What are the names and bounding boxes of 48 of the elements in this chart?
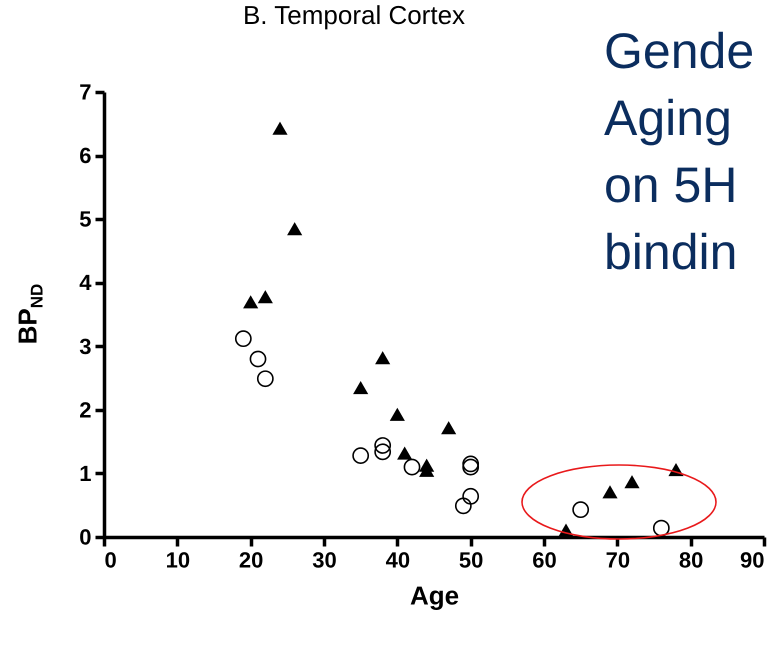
point bbox=[441, 421, 456, 434]
y-tick-label: 4 bbox=[79, 270, 92, 296]
y-tick-label: 1 bbox=[79, 460, 92, 486]
text: Gende bbox=[604, 22, 754, 81]
annotation: bindin bbox=[604, 223, 738, 282]
annotation: Aging bbox=[604, 89, 733, 148]
annotation: on 5H bbox=[604, 156, 738, 215]
x-axis-title: Age bbox=[410, 580, 460, 610]
x-tick-label: 20 bbox=[238, 548, 264, 572]
point bbox=[397, 446, 412, 460]
point bbox=[454, 497, 472, 514]
point bbox=[462, 456, 480, 472]
point bbox=[652, 520, 670, 536]
x-tick-label: 0 bbox=[104, 548, 117, 572]
point bbox=[390, 408, 405, 421]
y-tick-label: 7 bbox=[79, 80, 92, 104]
point bbox=[234, 330, 252, 348]
chart-title: B. Temporal Cortex bbox=[242, 0, 466, 30]
point bbox=[250, 350, 266, 368]
point bbox=[272, 122, 288, 135]
point bbox=[243, 295, 258, 308]
point bbox=[462, 458, 480, 476]
y-tick-label: 2 bbox=[79, 397, 92, 422]
point bbox=[352, 447, 370, 464]
x-tick-label: 60 bbox=[532, 548, 557, 572]
y-tick-label: 3 bbox=[79, 334, 92, 359]
point bbox=[256, 370, 274, 388]
x-tick-label: 10 bbox=[166, 548, 190, 572]
point bbox=[572, 501, 590, 518]
point bbox=[602, 485, 618, 498]
x-tick-label: 50 bbox=[458, 548, 484, 572]
x-tick-label: 40 bbox=[386, 548, 410, 572]
point bbox=[404, 458, 420, 476]
x-tick-label: 70 bbox=[606, 548, 630, 572]
point bbox=[624, 475, 640, 488]
y-tick-label: 6 bbox=[79, 143, 92, 168]
point bbox=[374, 437, 392, 454]
y-tick-label: 5 bbox=[79, 206, 92, 232]
point bbox=[375, 351, 390, 364]
x-tick-label: 30 bbox=[312, 548, 337, 572]
x-tick-label: 90 bbox=[740, 548, 764, 572]
point bbox=[258, 290, 273, 304]
y-tick-label: 0 bbox=[79, 524, 92, 550]
point bbox=[462, 488, 480, 505]
point bbox=[287, 222, 302, 236]
point bbox=[353, 381, 368, 394]
point bbox=[374, 443, 392, 460]
x-tick-label: 80 bbox=[678, 548, 704, 572]
